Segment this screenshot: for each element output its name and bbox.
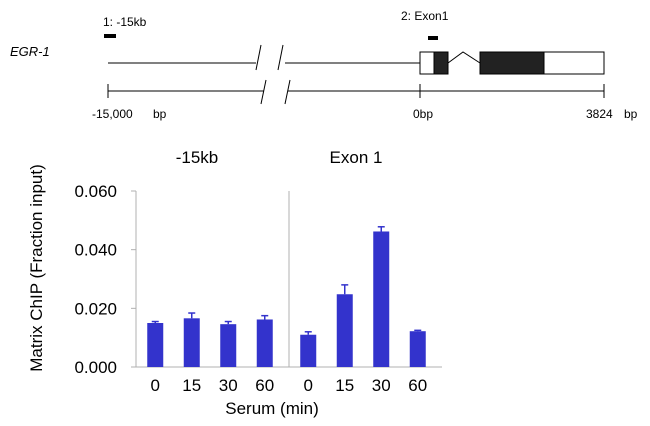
y-ticks: 0.000 0.020 0.040 0.060	[74, 182, 136, 377]
bar	[256, 319, 273, 367]
scale-break-mark-2	[284, 79, 291, 105]
x-tick-label: 15	[182, 376, 201, 395]
panel-title-minus-15kb: -15kb	[176, 148, 219, 167]
panel-title-exon1: Exon 1	[330, 148, 383, 167]
x-tick-label: 30	[372, 376, 391, 395]
intron-line	[447, 51, 481, 64]
scale-label-end: 3824	[586, 107, 613, 121]
scale-label-start: -15,000	[92, 107, 133, 121]
region-marker-exon1	[428, 36, 438, 40]
bar	[336, 294, 353, 367]
x-tick-label: 0	[304, 376, 313, 395]
scale-label-start-unit: bp	[153, 107, 167, 121]
region-marker-minus-15kb	[104, 34, 116, 38]
scale-label-end-unit: bp	[624, 107, 638, 121]
gene-line-break-mark-1	[255, 44, 262, 71]
bar-chart: Matrix ChIP (Fraction input) Serum (min)…	[27, 148, 442, 418]
scale-label-zero: 0bp	[413, 107, 433, 121]
bars	[147, 226, 426, 367]
bar	[300, 334, 317, 367]
x-ticks: 0 15 30 60 0 15 30 60	[151, 376, 428, 395]
exon1-box	[433, 51, 449, 75]
bar	[183, 318, 200, 367]
x-tick-label: 30	[219, 376, 238, 395]
gene-line-break-mark-2	[277, 44, 284, 71]
x-axis-title: Serum (min)	[225, 399, 319, 418]
x-tick-label: 60	[255, 376, 274, 395]
gene-label: EGR-1	[10, 44, 50, 59]
region-label-exon1: 2: Exon1	[401, 9, 449, 23]
exon2-box	[479, 51, 545, 75]
scale-break-mark-1	[260, 79, 267, 105]
utr-5-box	[419, 51, 435, 75]
y-tick-label: 0.000	[74, 358, 117, 377]
gene-map: EGR-1 1: -15kb 2: Exon1 -15,000 bp 0bp 3…	[10, 9, 638, 121]
x-tick-label: 15	[335, 376, 354, 395]
utr-3-box	[543, 51, 605, 75]
y-tick-label: 0.060	[74, 182, 117, 201]
x-tick-label: 60	[408, 376, 427, 395]
bar	[373, 231, 390, 367]
x-tick-label: 0	[151, 376, 160, 395]
y-axis-title: Matrix ChIP (Fraction input)	[27, 164, 46, 372]
bar	[147, 323, 164, 367]
bar	[220, 324, 237, 367]
y-tick-label: 0.040	[74, 241, 117, 260]
y-tick-label: 0.020	[74, 299, 117, 318]
bar	[409, 331, 426, 367]
region-label-minus-15kb: 1: -15kb	[103, 15, 147, 29]
